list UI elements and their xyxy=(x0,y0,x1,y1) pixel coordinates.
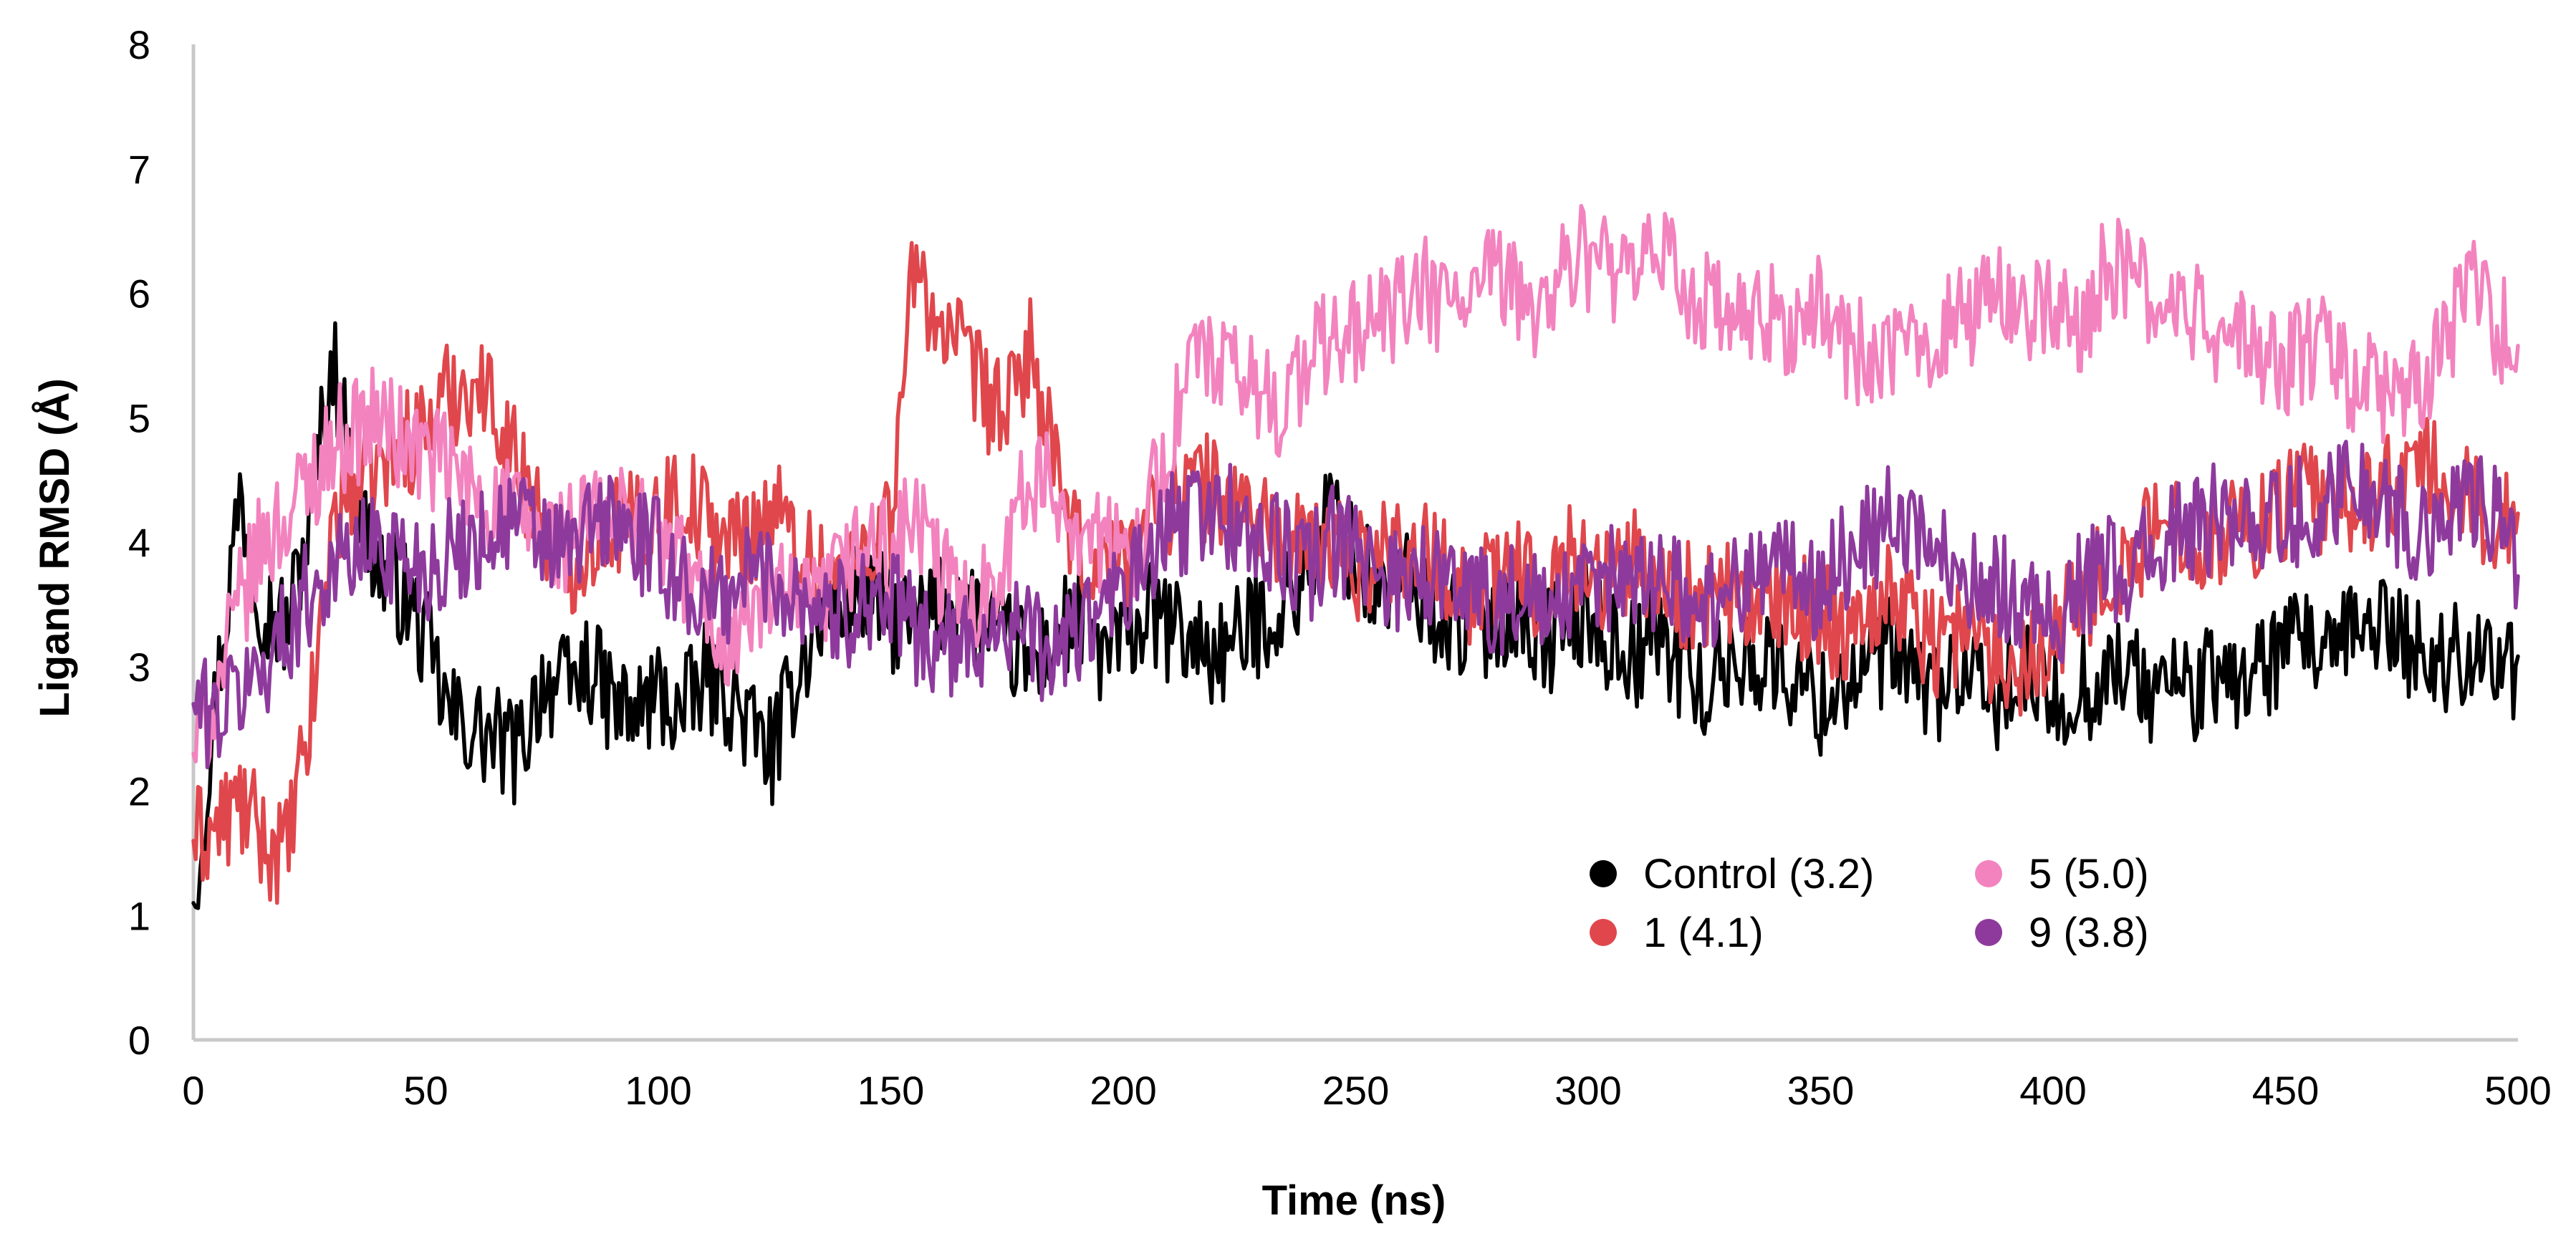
series-line-3 xyxy=(191,203,2520,769)
y-tick-label: 7 xyxy=(128,147,150,192)
legend-label: 5 (5.0) xyxy=(2029,851,2149,897)
y-tick-label: 6 xyxy=(128,271,150,317)
legend-label: 1 (4.1) xyxy=(1643,910,1764,956)
series-line-1 xyxy=(191,321,2520,910)
x-tick-label: 500 xyxy=(2484,1068,2551,1113)
legend-marker xyxy=(1590,919,1617,946)
y-tick-label: 0 xyxy=(128,1018,150,1063)
x-tick-label: 350 xyxy=(1787,1068,1854,1113)
series-line-4 xyxy=(191,440,2520,770)
x-tick-label: 250 xyxy=(1322,1068,1389,1113)
x-tick-label: 50 xyxy=(403,1068,448,1113)
x-tick-label: 200 xyxy=(1090,1068,1156,1113)
y-tick-label: 2 xyxy=(128,769,150,814)
legend-marker xyxy=(1975,860,2002,887)
y-tick-label: 8 xyxy=(128,22,150,67)
legend-marker xyxy=(1590,860,1617,887)
x-tick-label: 100 xyxy=(625,1068,691,1113)
x-tick-label: 450 xyxy=(2252,1068,2319,1113)
x-tick-label: 300 xyxy=(1554,1068,1621,1113)
x-tick-label: 0 xyxy=(182,1068,204,1113)
legend-label: Control (3.2) xyxy=(1643,851,1874,897)
y-tick-label: 4 xyxy=(128,520,150,565)
legend-marker xyxy=(1975,919,2002,946)
x-tick-label: 400 xyxy=(2019,1068,2086,1113)
x-axis-title: Time (ns) xyxy=(1262,1177,1446,1224)
legend-label: 9 (3.8) xyxy=(2029,910,2149,956)
y-tick-label: 5 xyxy=(128,395,150,440)
y-tick-label: 1 xyxy=(128,893,150,938)
y-axis-title: Ligand RMSD (Å) xyxy=(32,378,78,718)
y-tick-label: 3 xyxy=(128,645,150,690)
x-tick-label: 150 xyxy=(857,1068,924,1113)
